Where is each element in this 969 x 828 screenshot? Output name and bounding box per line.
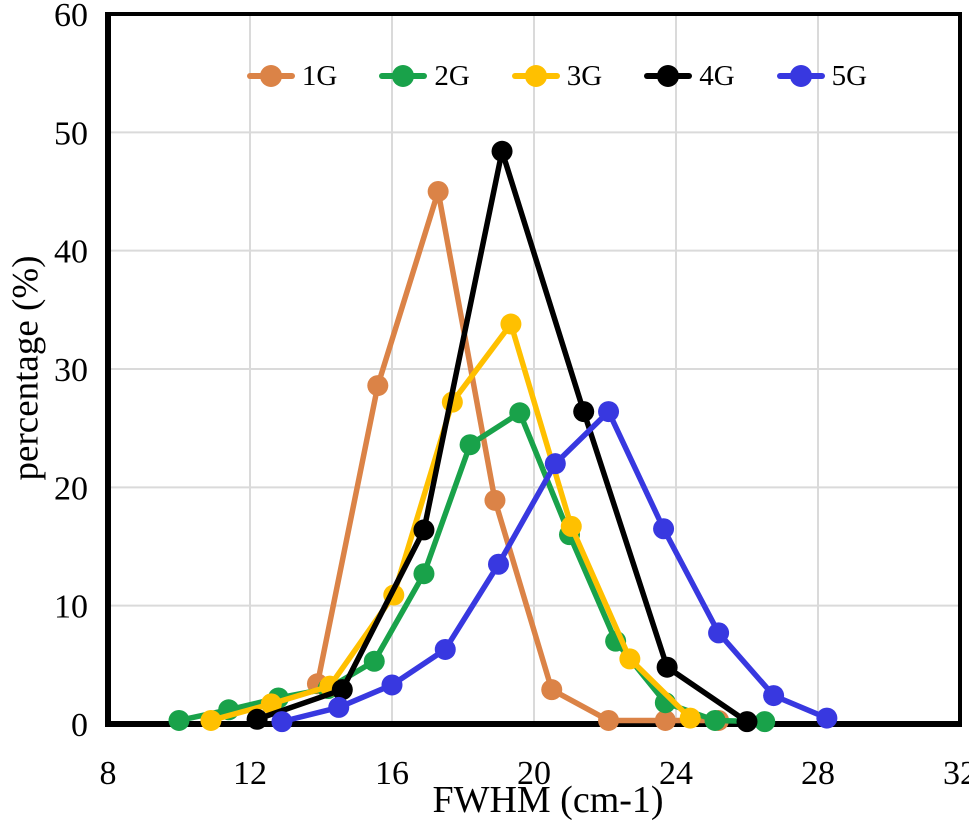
series-3G-marker-0 xyxy=(200,709,222,731)
y-tick-label-60: 60 xyxy=(54,0,88,34)
legend-item-5g: 5G xyxy=(776,59,868,92)
legend-line-dot-icon xyxy=(644,65,693,87)
x-tick-label-24: 24 xyxy=(659,755,693,792)
series-3G-marker-8 xyxy=(679,707,701,729)
legend-dot xyxy=(392,65,415,87)
series-5G-marker-3 xyxy=(434,638,456,660)
series-3G-marker-5 xyxy=(500,313,522,335)
y-tick-label-20: 20 xyxy=(54,470,88,507)
x-tick-label-16: 16 xyxy=(375,755,409,792)
series-4G-marker-0 xyxy=(246,708,268,730)
legend-label: 3G xyxy=(566,59,603,92)
x-tick-label-28: 28 xyxy=(801,755,835,792)
y-tick-label-40: 40 xyxy=(54,234,88,271)
legend: 1G 2G 3G 4G 5G xyxy=(131,56,969,96)
series-4G-marker-6 xyxy=(736,711,758,733)
series-4G-marker-3 xyxy=(491,140,513,162)
legend-dot xyxy=(259,65,282,87)
series-5G-marker-8 xyxy=(708,622,730,644)
series-5G-marker-9 xyxy=(763,685,785,707)
series-2G-marker-6 xyxy=(459,434,481,456)
series-2G-marker-7 xyxy=(509,402,531,424)
series-1G-marker-5 xyxy=(598,709,620,731)
series-5G-marker-6 xyxy=(598,401,620,423)
series-1G-marker-4 xyxy=(541,679,563,701)
x-tick-label-12: 12 xyxy=(233,755,267,792)
series-3G-marker-6 xyxy=(560,515,582,537)
legend-label: 1G xyxy=(301,59,338,92)
series-4G-marker-4 xyxy=(573,401,595,423)
series-2G-marker-0 xyxy=(168,709,190,731)
x-axis-title: FWHM (cm-1) xyxy=(432,779,664,821)
series-1G-marker-1 xyxy=(367,375,389,397)
legend-dot xyxy=(657,65,680,87)
legend-label: 4G xyxy=(699,59,735,92)
y-tick-label-10: 10 xyxy=(54,589,88,626)
legend-dot xyxy=(789,65,812,87)
series-3G-marker-7 xyxy=(619,648,641,670)
series-3G-marker-1 xyxy=(260,693,282,715)
series-2G-marker-11 xyxy=(704,709,726,731)
series-4G-marker-2 xyxy=(413,519,435,541)
legend-item-2g: 2G xyxy=(379,59,470,92)
legend-item-3g: 3G xyxy=(511,59,603,92)
x-tick-label-20: 20 xyxy=(517,755,551,792)
y-tick-label-30: 30 xyxy=(54,352,88,389)
series-1G-marker-3 xyxy=(484,489,506,511)
legend-item-1g: 1G xyxy=(246,59,338,92)
legend-line-dot-icon xyxy=(379,65,428,87)
series-5G-marker-1 xyxy=(328,696,350,718)
series-2G-marker-12 xyxy=(754,711,776,733)
series-1G-marker-2 xyxy=(427,181,449,202)
legend-line-dot-icon xyxy=(776,65,825,87)
legend-item-4g: 4G xyxy=(644,59,735,92)
legend-label: 2G xyxy=(434,59,470,92)
series-5G-marker-7 xyxy=(653,518,675,540)
series-2G-marker-5 xyxy=(413,563,435,585)
series-5G-marker-5 xyxy=(544,453,566,475)
legend-label: 5G xyxy=(831,59,868,92)
series-5G-marker-4 xyxy=(488,553,509,575)
series-4G-marker-5 xyxy=(656,656,678,678)
series-5G-marker-2 xyxy=(381,674,403,696)
x-tick-label-32: 32 xyxy=(943,755,969,792)
series-2G-marker-4 xyxy=(363,650,385,672)
y-axis-title: percentage (%) xyxy=(5,255,47,481)
legend-dot xyxy=(524,65,547,87)
y-tick-label-0: 0 xyxy=(71,707,88,744)
series-5G-marker-10 xyxy=(816,707,838,729)
legend-line-dot-icon xyxy=(511,65,560,87)
series-4G-marker-1 xyxy=(331,679,353,701)
y-tick-label-50: 50 xyxy=(54,115,88,152)
series-5G-marker-0 xyxy=(271,711,293,733)
legend-line-dot-icon xyxy=(246,65,295,87)
x-tick-label-8: 8 xyxy=(100,755,117,792)
series-1G-marker-6 xyxy=(654,709,676,731)
series-line-4G xyxy=(254,148,750,725)
